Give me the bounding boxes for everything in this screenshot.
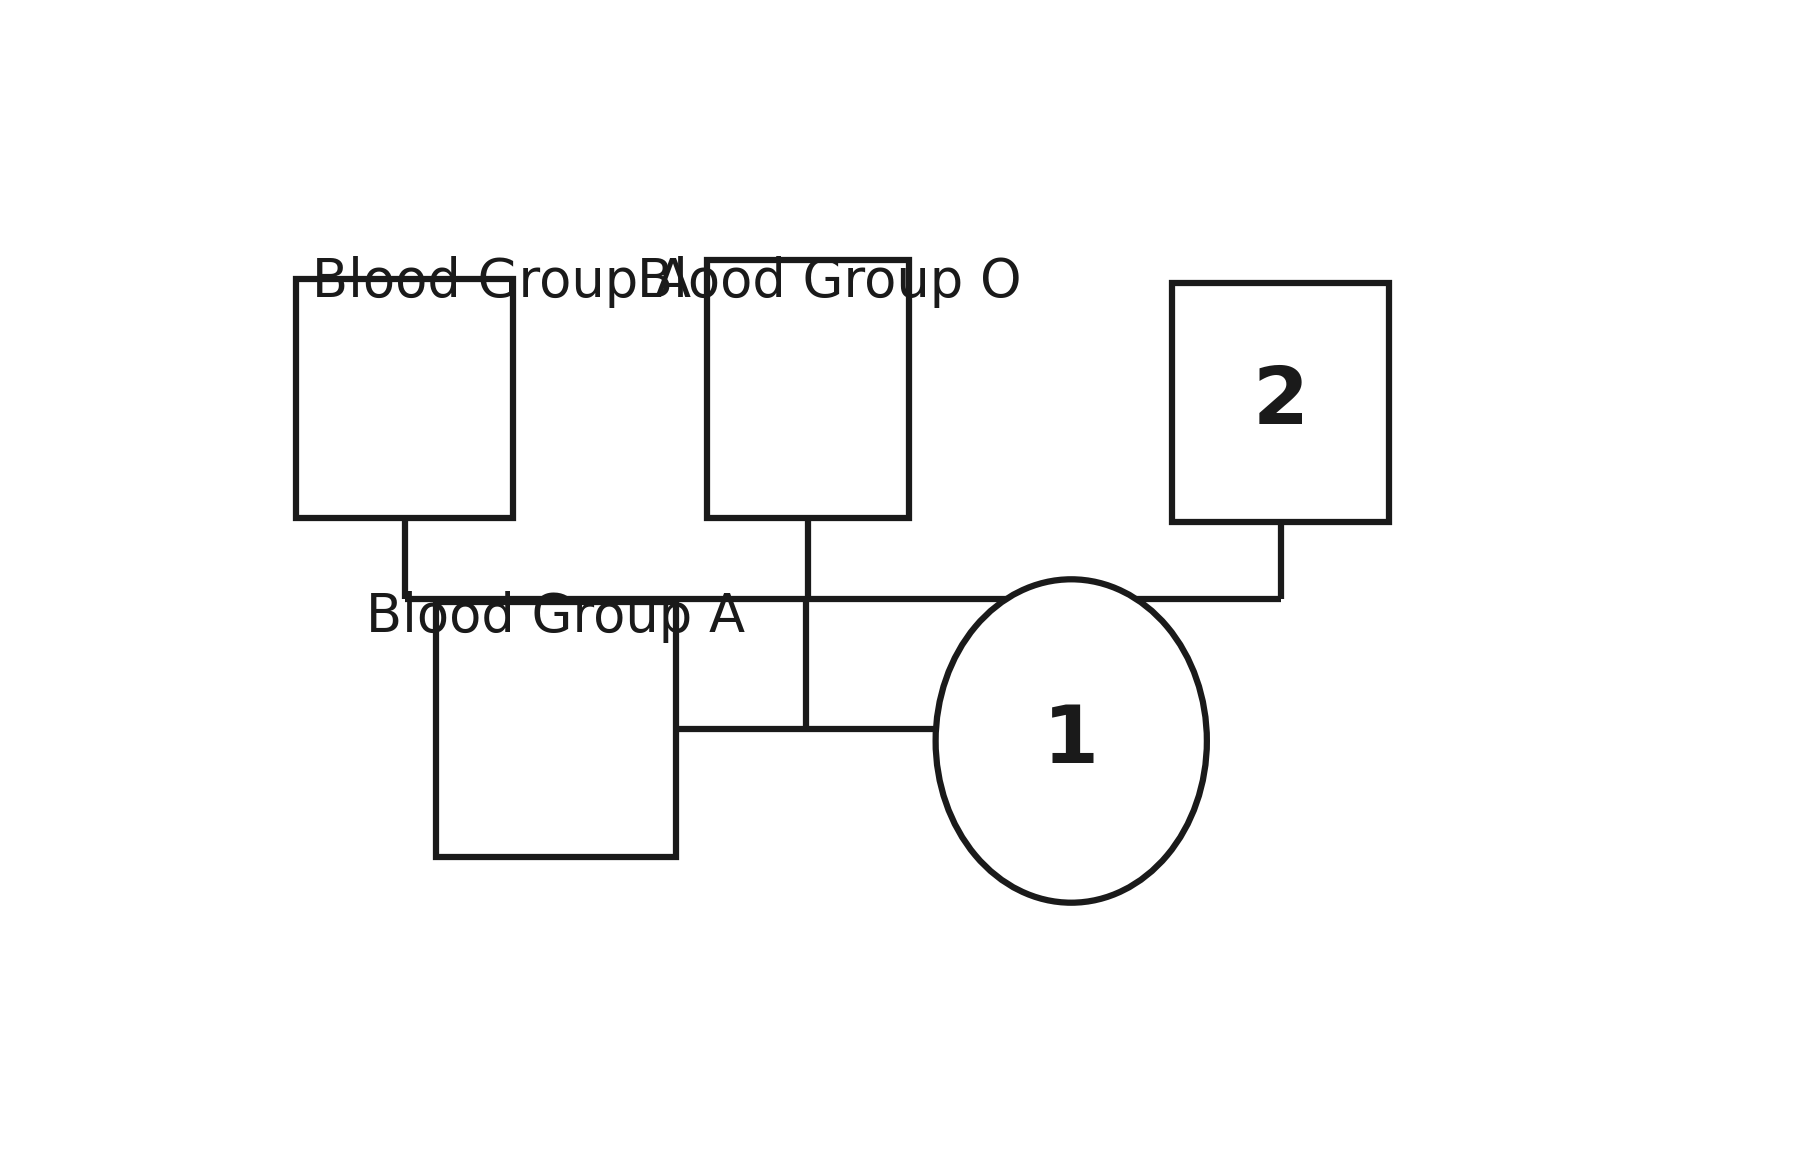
Text: 1: 1 bbox=[1044, 702, 1100, 780]
Bar bbox=[435, 603, 676, 856]
Bar bbox=[295, 278, 513, 517]
Text: Blood Group A: Blood Group A bbox=[366, 591, 745, 642]
Ellipse shape bbox=[935, 579, 1207, 903]
Text: Blood Group O: Blood Group O bbox=[638, 256, 1022, 308]
Bar bbox=[1172, 283, 1390, 522]
Text: Blood Group A: Blood Group A bbox=[312, 256, 690, 308]
Text: 2: 2 bbox=[1252, 363, 1308, 441]
Bar bbox=[707, 260, 908, 517]
